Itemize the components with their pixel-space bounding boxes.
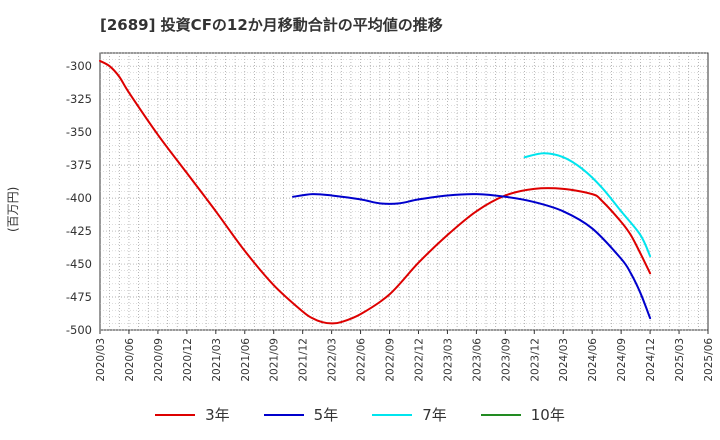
x-tick-label: 2021/09 [269,338,281,382]
x-tick-label: 2021/03 [211,338,223,382]
legend-label: 5年 [313,406,339,424]
series-line-5年 [292,193,652,320]
x-tick-label: 2020/06 [124,338,136,382]
y-tick-label: -375 [66,158,92,172]
x-tick-label: 2020/09 [153,338,165,382]
x-tick-label: 2024/12 [645,338,657,382]
legend-swatch [480,413,521,416]
x-tick-label: 2024/03 [558,338,570,382]
legend-swatch [155,413,196,416]
x-tick-label: 2025/03 [674,338,686,382]
x-tick-label: 2023/09 [500,338,512,382]
x-tick-label: 2023/06 [471,338,483,382]
x-tick-label: 2023/12 [529,338,541,382]
legend-item: 3年 [155,404,230,425]
legend-label: 7年 [422,406,447,424]
legend-item: 7年 [372,404,447,425]
y-tick-label: -400 [66,191,92,205]
x-tick-label: 2023/03 [442,338,454,382]
x-tick-label: 2022/12 [413,338,425,382]
x-tick-label: 2025/06 [703,338,715,382]
series-line-3年 [99,59,652,325]
x-tick-label: 2022/06 [356,338,368,382]
chart-legend: 3年 5年 7年 10年 [0,404,720,425]
y-tick-label: -325 [66,92,92,106]
chart-title: [2689] 投資CFの12か月移動合計の平均値の推移 [100,16,443,34]
x-tick-label: 2024/06 [587,338,599,382]
y-tick-label: -425 [66,224,92,238]
x-tick-label: 2022/09 [385,338,397,382]
legend-label: 3年 [205,406,230,424]
y-tick-label: -475 [66,290,92,304]
x-tick-label: 2024/09 [616,338,628,382]
legend-item: 5年 [263,404,339,425]
y-tick-label: -500 [66,323,92,337]
legend-item: 10年 [480,404,565,425]
x-tick-label: 2020/03 [95,338,107,382]
y-tick-label: -450 [66,257,92,271]
x-tick-label: 2021/12 [298,338,310,382]
legend-label: 10年 [530,406,565,424]
y-tick-label: -300 [66,59,92,73]
legend-swatch [263,413,304,416]
y-tick-label: -350 [66,125,92,139]
line-chart: 2020/03 2020/06 2020/09 2020/12 2021/03 2021/… [66,52,715,382]
x-tick-label: 2022/03 [327,338,339,382]
legend-swatch [372,413,413,416]
series-line-7年 [523,152,652,258]
x-tick-label: 2020/12 [182,338,194,382]
x-tick-label: 2021/06 [240,338,252,382]
